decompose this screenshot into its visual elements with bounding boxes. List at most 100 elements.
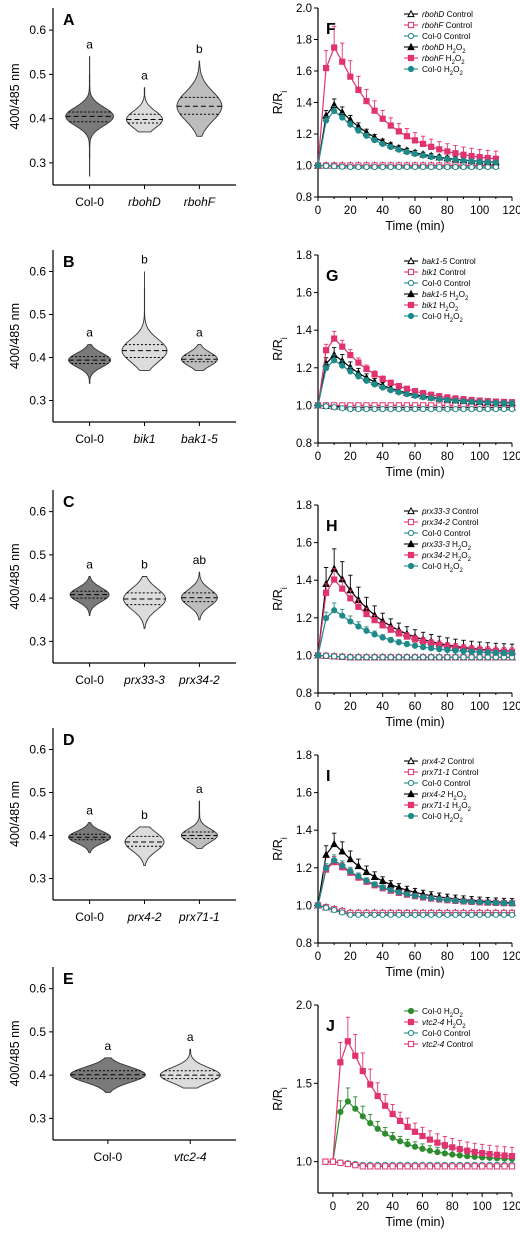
y-tick-label: 0.6: [29, 265, 46, 279]
significance-letter: b: [141, 808, 148, 822]
data-point: [407, 312, 415, 320]
legend-entry: prx4-2 H2O2: [404, 789, 467, 802]
data-point: [371, 406, 378, 413]
y-tick-label: 1.2: [296, 613, 312, 625]
data-point: [404, 1141, 411, 1148]
data-point: [411, 654, 419, 661]
legend-name: prx33-3: [421, 540, 450, 549]
x-tick-label: 20: [344, 951, 357, 963]
data-point: [464, 1153, 471, 1160]
data-point: [331, 335, 338, 342]
data-point: [436, 146, 443, 153]
y-tick-label: 0.3: [29, 1111, 46, 1125]
data-point: [484, 158, 491, 166]
data-point: [314, 652, 322, 659]
violin-prx34-2: [180, 571, 218, 621]
data-point: [382, 1130, 389, 1137]
data-point: [460, 898, 467, 905]
data-point: [426, 1136, 434, 1143]
legend-sub: 2: [458, 557, 462, 563]
series-3: [322, 1158, 516, 1170]
legend-suffix2: O: [455, 54, 461, 63]
data-point: [339, 58, 346, 65]
x-tick-label: 20: [356, 1201, 369, 1213]
data-point: [407, 789, 415, 798]
data-point: [444, 163, 451, 171]
data-point: [407, 1040, 415, 1048]
y-tick-label: 0.4: [29, 829, 46, 843]
y-tick-label: 1.2: [296, 363, 312, 375]
y-tick-label: 0.4: [29, 351, 46, 365]
data-point: [371, 137, 378, 144]
series-5: [314, 106, 499, 169]
data-point: [331, 653, 338, 660]
data-point: [363, 377, 370, 384]
legend-name: prx34-2: [421, 551, 450, 560]
legend-name: bak1-5: [422, 257, 447, 266]
data-point: [379, 654, 386, 661]
legend-sub2: 2: [468, 807, 472, 813]
x-axis-label: Time (min): [385, 715, 444, 729]
data-point: [389, 1134, 396, 1141]
significance-letter: b: [196, 42, 203, 56]
panel-letter: J: [326, 1018, 335, 1035]
legend-sub2: 2: [462, 49, 466, 55]
violin-panel-A: 0.3 0.4 0.5 0.6 400/485 nm Aa Col-0 a rbohD b rboh…: [8, 8, 236, 209]
legend-sub: 2: [455, 296, 459, 302]
data-point: [363, 163, 370, 171]
data-point: [479, 1150, 486, 1157]
violin-bak1-5: [180, 344, 218, 371]
y-tick-label: 1.8: [296, 500, 312, 512]
x-tick-label: 0: [315, 451, 321, 463]
data-point: [476, 911, 483, 918]
data-point: [436, 406, 443, 413]
x-tick-label: 40: [376, 451, 389, 463]
significance-letter: b: [141, 558, 148, 572]
line-panel-F: 0.8 1.0 1.2 1.4 1.6 1.8 2.0 0 20 40 60 80 100 120 Time…: [271, 3, 520, 233]
x-tick-label: 80: [446, 1201, 459, 1213]
significance-letter: a: [86, 804, 93, 818]
data-point: [363, 911, 370, 918]
legend-entry: vtc2-4 Control: [404, 1040, 473, 1049]
data-point: [476, 654, 483, 661]
legend-name: bik1: [422, 301, 437, 310]
legend-suffix: Control: [442, 279, 471, 288]
x-tick-label: 80: [441, 951, 454, 963]
legend-name: Col-0: [422, 65, 442, 74]
data-point: [500, 649, 508, 657]
data-point: [355, 127, 362, 134]
data-point: [508, 900, 516, 907]
x-tick-label: 40: [386, 1201, 399, 1213]
legend-sub: 2: [450, 71, 454, 77]
legend-suffix2: O: [453, 65, 459, 74]
data-point: [367, 1081, 374, 1088]
violin-prx33-3: [123, 576, 166, 629]
legend-entry: bik1 Control: [404, 268, 466, 277]
data-point: [387, 163, 394, 171]
legend-sub2: 2: [459, 818, 463, 824]
x-tick-label: 40: [376, 205, 389, 217]
data-point: [371, 107, 378, 114]
data-point: [339, 362, 346, 369]
data-point: [331, 357, 338, 364]
legend-entry: bak1-5 Control: [404, 256, 476, 266]
data-point: [460, 911, 467, 918]
x-tick-label: 100: [470, 205, 489, 217]
data-point: [363, 654, 370, 661]
legend-entry: Col-0 H2O2: [404, 1007, 463, 1019]
legend-entry: prx34-2 Control: [404, 518, 479, 527]
legend-suffix: H: [445, 790, 453, 799]
data-point: [386, 880, 395, 888]
data-point: [355, 603, 362, 610]
legend-name: prx4-2: [421, 757, 446, 766]
data-point: [352, 1162, 359, 1169]
series-2: [314, 402, 516, 413]
legend-name: vtc2-4: [422, 1040, 445, 1049]
series-1: [322, 1016, 516, 1165]
data-point: [434, 1149, 441, 1156]
significance-letter: b: [141, 253, 148, 267]
x-tick-label: 120: [502, 701, 520, 713]
legend-label: bak1-5 Control: [422, 257, 476, 266]
legend-name: vtc2-4: [422, 1018, 445, 1027]
legend-entry: Col-0 H2O2: [404, 312, 463, 324]
